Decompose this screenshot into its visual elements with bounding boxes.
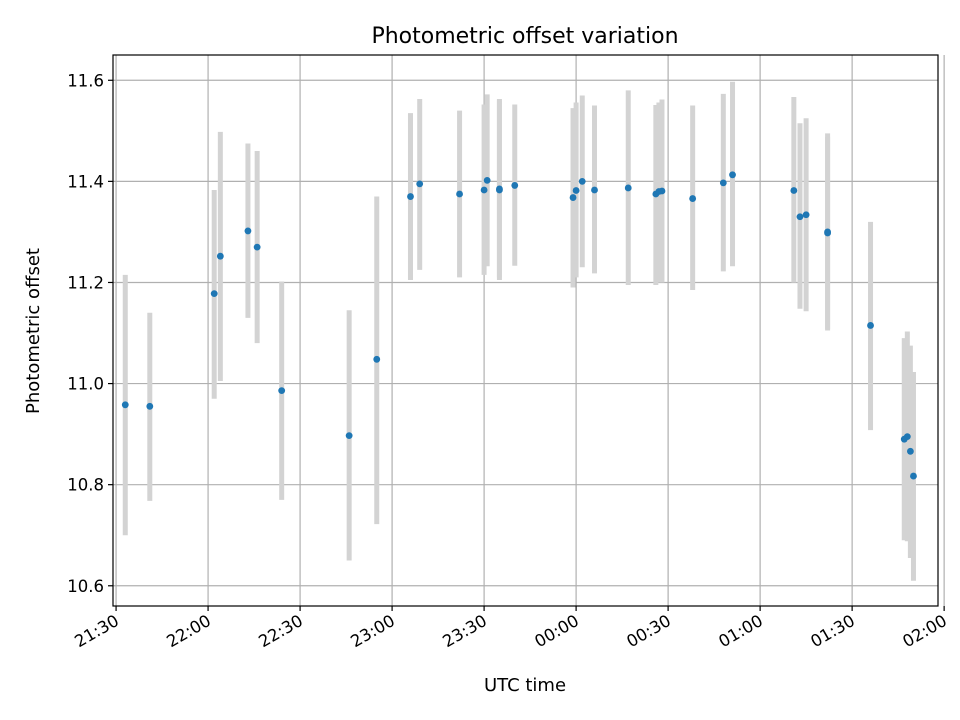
data-point (824, 228, 831, 236)
data-point (146, 402, 154, 410)
data-point (802, 211, 810, 219)
data-point (572, 187, 580, 194)
x-tick-label: 22:30 (255, 611, 306, 651)
data-point (483, 176, 491, 184)
data-point (796, 213, 804, 221)
data-point (480, 186, 488, 194)
x-tick-label: 00:00 (531, 611, 582, 651)
data-point (416, 180, 424, 188)
data-point (906, 447, 914, 455)
chart-title: Photometric offset variation (371, 24, 678, 49)
data-point (569, 194, 577, 201)
x-tick-label: 21:30 (71, 611, 122, 651)
data-point (456, 190, 463, 198)
data-point (867, 322, 874, 329)
data-point (121, 401, 129, 409)
x-tick-label: 22:00 (163, 611, 214, 651)
data-point (253, 243, 261, 251)
y-axis-label: Photometric offset (23, 248, 44, 414)
y-tick-label: 11.6 (67, 71, 104, 90)
x-axis-ticks: 21:30 22:00 22:30 23:00 23:30 00:00 00:30 01:00… (71, 606, 950, 651)
x-tick-label: 01:00 (715, 611, 766, 651)
x-tick-label: 23:00 (347, 611, 398, 651)
data-point (658, 187, 666, 195)
y-tick-label: 11.2 (67, 273, 104, 292)
data-point (903, 433, 911, 441)
x-tick-label: 23:30 (439, 611, 490, 651)
data-point (719, 179, 727, 187)
data-point (511, 182, 519, 189)
x-tick-label: 00:30 (623, 611, 674, 651)
y-tick-label: 10.8 (67, 476, 104, 495)
data-point (624, 184, 632, 192)
data-point (910, 472, 917, 480)
data-point (578, 177, 586, 185)
data-point (496, 186, 503, 194)
y-axis-ticks: 10.6 10.8 11.0 11.2 11.4 11.6 (67, 71, 113, 596)
error-bars (122, 81, 916, 581)
data-points (121, 171, 917, 480)
data-point (689, 195, 697, 202)
data-point (407, 193, 414, 200)
y-tick-label: 11.4 (67, 172, 104, 191)
data-point (345, 432, 353, 440)
data-point (278, 387, 286, 395)
x-tick-label: 02:00 (899, 611, 950, 651)
data-point (591, 186, 598, 194)
grid (113, 55, 945, 606)
data-point (244, 227, 252, 235)
data-point (373, 355, 381, 363)
y-tick-label: 10.6 (67, 577, 104, 596)
x-tick-label: 01:30 (807, 611, 858, 651)
data-point (216, 252, 224, 260)
x-axis-label: UTC time (484, 675, 566, 696)
data-point (790, 187, 798, 194)
data-point (729, 171, 736, 179)
data-point (210, 290, 218, 297)
plot-frame (112, 54, 939, 607)
y-tick-label: 11.0 (67, 375, 104, 394)
